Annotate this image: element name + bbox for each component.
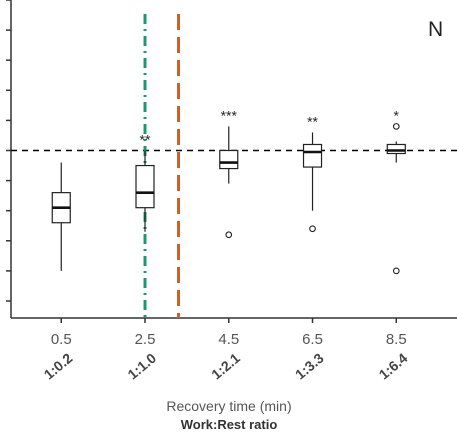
x-tick-label: 2.5 xyxy=(135,331,156,348)
x-tick-label: 0.5 xyxy=(51,331,72,348)
box: * xyxy=(386,107,406,275)
box: ** xyxy=(302,113,323,233)
ratio-label: 1:6.4 xyxy=(376,350,411,383)
significance-label: ** xyxy=(307,113,318,129)
box xyxy=(51,162,71,271)
ratio-label: 1:2.1 xyxy=(208,350,243,383)
significance-label: ** xyxy=(140,132,151,148)
box-body xyxy=(302,143,323,168)
x-tick-label: 4.5 xyxy=(218,331,239,348)
boxes: ***** ** * xyxy=(51,107,406,275)
x-tick-label: 6.5 xyxy=(302,331,323,348)
outlier-point xyxy=(309,225,316,233)
ratio-label: 1:3.3 xyxy=(292,350,327,383)
x-tick-label: 8.5 xyxy=(386,331,407,348)
significance-label: * xyxy=(394,107,400,123)
x-axis-secondary-label: Work:Rest ratio xyxy=(181,417,278,432)
box-body xyxy=(135,164,155,209)
outlier-point xyxy=(392,123,400,130)
x-axis-label: Recovery time (min) xyxy=(166,398,291,414)
significance-label: *** xyxy=(221,107,238,123)
outlier-point xyxy=(225,231,233,239)
outlier-point xyxy=(392,267,400,275)
box-body xyxy=(386,143,406,155)
box-body xyxy=(219,149,239,170)
box: *** xyxy=(219,107,239,239)
box: ** xyxy=(135,132,155,232)
ratio-label: 1:1.0 xyxy=(124,350,159,383)
ratio-label: 1:0.2 xyxy=(41,350,76,383)
axis-labels: N Recovery time (min) Work:Rest ratio xyxy=(166,18,443,432)
axes: 0.5 1:0.2 2.5 1:1.0 4.5 1:2.1 6.5 1:3.3 8.5 1:6.4 xyxy=(6,0,457,383)
panel-label: N xyxy=(428,18,443,41)
